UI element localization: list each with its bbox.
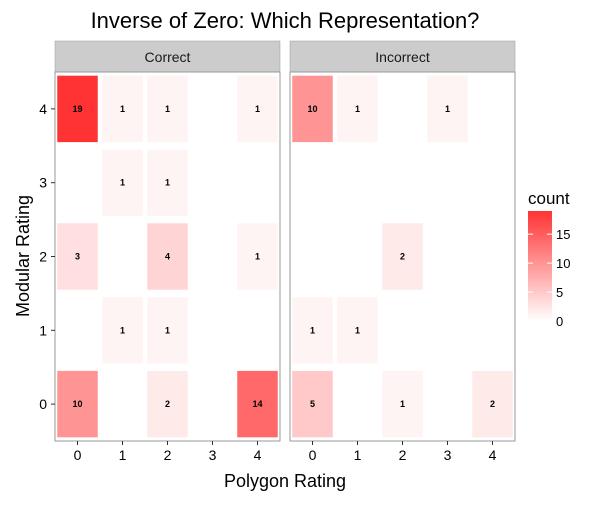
heatmap-cell xyxy=(102,75,143,143)
heatmap-cell xyxy=(147,370,188,438)
x-tick-label: 1 xyxy=(119,447,127,463)
cell-count-label: 10 xyxy=(72,399,82,409)
heatmap-cell xyxy=(147,223,188,290)
legend-ticks: 0 5 10 15 xyxy=(528,227,570,329)
legend-tick-label: 5 xyxy=(556,285,563,300)
cell-count-label: 4 xyxy=(165,252,170,262)
heatmap-cell xyxy=(57,223,98,290)
cell-count-label: 1 xyxy=(400,399,405,409)
panel-incorrect: Incorrect 10 1 1 2 1 1 5 1 2 xyxy=(289,40,516,442)
cell-layer: 19 1 1 1 1 1 3 4 1 1 1 10 2 14 xyxy=(57,75,278,438)
heatmap-cell xyxy=(102,297,143,364)
x-axis-correct: 0 1 2 3 4 xyxy=(74,441,262,463)
heatmap-cell xyxy=(292,297,333,364)
cell-count-label: 1 xyxy=(445,104,450,114)
legend-tick-label: 15 xyxy=(556,227,570,242)
heatmap-cell xyxy=(57,370,98,438)
x-tick-label: 0 xyxy=(74,447,82,463)
cell-count-label: 1 xyxy=(255,252,260,262)
x-axis-title: Polygon Rating xyxy=(224,471,346,491)
cell-count-label: 3 xyxy=(75,252,80,262)
heatmap-cell xyxy=(237,223,278,290)
heatmap-cell xyxy=(147,297,188,364)
heatmap-cell xyxy=(102,149,143,216)
cell-count-label: 1 xyxy=(255,104,260,114)
cell-layer: 10 1 1 2 1 1 5 1 2 xyxy=(292,75,513,438)
y-axis: 0 1 2 3 4 xyxy=(39,101,55,412)
cell-count-label: 5 xyxy=(310,399,315,409)
x-tick-label: 4 xyxy=(254,447,262,463)
y-tick-label: 2 xyxy=(39,249,47,265)
strip-label: Correct xyxy=(145,49,191,65)
legend-title: count xyxy=(528,189,570,208)
heatmap-cell xyxy=(57,75,98,143)
heatmap-cell xyxy=(337,297,378,364)
heatmap-cell xyxy=(237,370,278,438)
heatmap-cell xyxy=(237,75,278,143)
y-tick-label: 0 xyxy=(39,396,47,412)
cell-count-label: 2 xyxy=(165,399,170,409)
heatmap-cell xyxy=(292,75,333,143)
x-tick-label: 1 xyxy=(354,447,362,463)
cell-count-label: 1 xyxy=(355,104,360,114)
x-tick-label: 0 xyxy=(309,447,317,463)
y-tick-label: 1 xyxy=(39,322,47,338)
y-tick-label: 4 xyxy=(39,101,47,117)
x-tick-label: 3 xyxy=(444,447,452,463)
heatmap-cell xyxy=(472,370,513,438)
legend: count 0 5 10 15 xyxy=(528,189,570,329)
heatmap-cell xyxy=(147,149,188,216)
heatmap-cell xyxy=(292,370,333,438)
cell-count-label: 1 xyxy=(165,104,170,114)
cell-count-label: 14 xyxy=(252,399,262,409)
heatmap-cell xyxy=(382,223,423,290)
panel-correct: Correct 19 1 1 1 1 1 3 4 1 1 1 10 2 14 xyxy=(54,40,281,442)
x-tick-label: 2 xyxy=(399,447,407,463)
heatmap-cell xyxy=(382,370,423,438)
cell-count-label: 1 xyxy=(120,104,125,114)
x-tick-label: 3 xyxy=(209,447,217,463)
x-tick-label: 2 xyxy=(164,447,172,463)
cell-count-label: 10 xyxy=(307,104,317,114)
cell-count-label: 1 xyxy=(355,325,360,335)
x-axis-incorrect: 0 1 2 3 4 xyxy=(309,441,497,463)
heatmap-cell xyxy=(147,75,188,143)
cell-count-label: 1 xyxy=(120,178,125,188)
x-tick-label: 4 xyxy=(489,447,497,463)
heatmap-cell xyxy=(337,75,378,143)
strip-background xyxy=(289,40,516,73)
y-axis-title: Modular Rating xyxy=(13,195,33,317)
cell-count-label: 2 xyxy=(490,399,495,409)
cell-count-label: 2 xyxy=(400,252,405,262)
cell-count-label: 1 xyxy=(310,325,315,335)
legend-colorbar xyxy=(528,211,552,321)
legend-tick-label: 0 xyxy=(556,314,563,329)
cell-count-label: 1 xyxy=(165,325,170,335)
cell-count-label: 1 xyxy=(165,178,170,188)
cell-count-label: 19 xyxy=(72,104,82,114)
heatmap-cell xyxy=(427,75,468,143)
y-tick-label: 3 xyxy=(39,175,47,191)
legend-tick-label: 10 xyxy=(556,256,570,271)
strip-label: Incorrect xyxy=(375,49,430,65)
chart-title: Inverse of Zero: Which Representation? xyxy=(91,8,480,33)
cell-count-label: 1 xyxy=(120,325,125,335)
strip-background xyxy=(54,40,281,73)
